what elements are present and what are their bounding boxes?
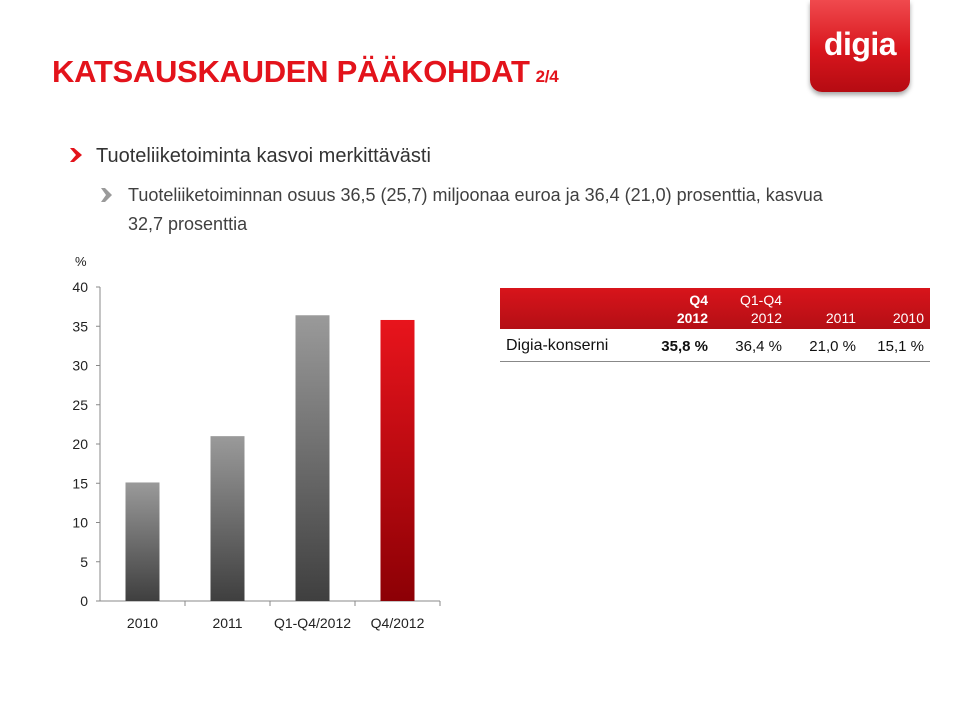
bar-Q4/2012 [380, 319, 415, 601]
table-cell-q4-2012: 35,8 % [640, 329, 714, 362]
y-tick-label: 35 [72, 318, 88, 334]
table-header-blank [500, 288, 640, 329]
page-title-sub: 2/4 [535, 67, 559, 86]
gray-bullet-icon [101, 188, 112, 202]
results-table: Q4 2012 Q1-Q4 2012 2011 2010 Digia-konse… [500, 288, 930, 362]
bullet-level1: Tuoteliiketoiminta kasvoi merkittävästi [70, 145, 431, 168]
x-tick-label: 2010 [127, 615, 158, 631]
y-tick-label: 10 [72, 515, 88, 531]
table-cell-2011: 21,0 % [788, 329, 862, 362]
logo-text: digia [823, 26, 897, 62]
bar-Q1-Q4/2012 [295, 315, 330, 601]
page-title: KATSAUSKAUDEN PÄÄKOHDAT 2/4 [52, 54, 559, 90]
y-tick-label: 15 [72, 475, 88, 491]
x-tick-label: 2011 [212, 615, 242, 631]
table-header-2011: 2011 [788, 288, 862, 329]
bar-2011 [210, 436, 245, 601]
bullet-level1-text: Tuoteliiketoiminta kasvoi merkittävästi [96, 145, 431, 167]
x-tick-label: Q4/2012 [371, 615, 425, 631]
y-tick-label: 20 [72, 436, 88, 452]
bar-2010 [125, 482, 160, 601]
table-cell-label: Digia-konserni [500, 329, 640, 362]
table-cell-2010: 15,1 % [862, 329, 930, 362]
table-header-q4-2012: Q4 2012 [640, 288, 714, 329]
page-title-main: KATSAUSKAUDEN PÄÄKOHDAT [52, 54, 530, 89]
x-tick-label: Q1-Q4/2012 [274, 615, 351, 631]
y-tick-label: 30 [72, 358, 88, 374]
table-row: Digia-konserni 35,8 % 36,4 % 21,0 % 15,1… [500, 329, 930, 362]
digia-logo: digia [810, 0, 910, 92]
y-tick-label: 0 [80, 593, 88, 609]
table-header-row: Q4 2012 Q1-Q4 2012 2011 2010 [500, 288, 930, 329]
table-header-2010: 2010 [862, 288, 930, 329]
table-header-q1q4-2012: Q1-Q4 2012 [714, 288, 788, 329]
bullet-level2-text: Tuoteliiketoiminnan osuus 36,5 (25,7) mi… [128, 185, 823, 234]
bullet-level2: Tuoteliiketoiminnan osuus 36,5 (25,7) mi… [101, 181, 841, 239]
y-tick-label: 5 [80, 554, 88, 570]
y-tick-label: 25 [72, 397, 88, 413]
table-cell-q1q4-2012: 36,4 % [714, 329, 788, 362]
red-bullet-icon [70, 148, 82, 162]
y-tick-label: 40 [72, 279, 88, 295]
y-axis-label: % [75, 254, 87, 269]
